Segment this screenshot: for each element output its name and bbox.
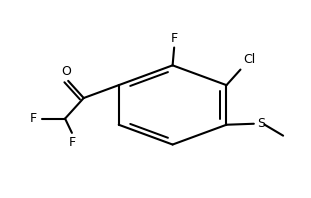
Text: S: S (258, 117, 266, 130)
Text: Cl: Cl (244, 53, 256, 66)
Text: O: O (62, 65, 72, 78)
Text: F: F (68, 136, 76, 149)
Text: F: F (171, 31, 178, 45)
Text: F: F (30, 112, 37, 125)
